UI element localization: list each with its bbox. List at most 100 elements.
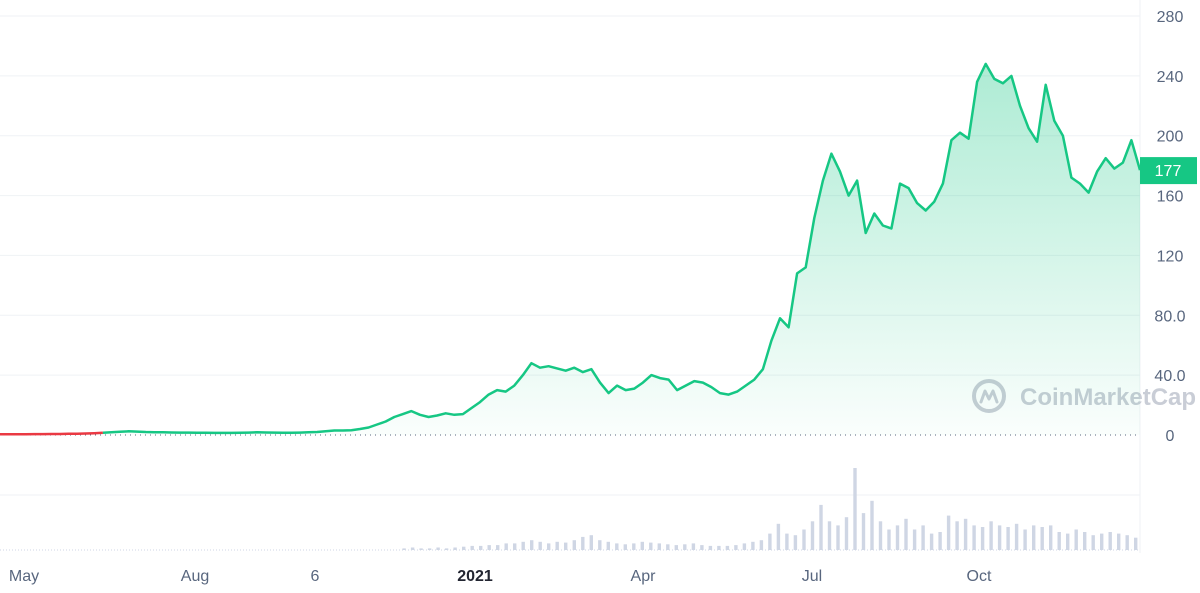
x-tick-label: May (9, 568, 39, 585)
price-line-down-segment (0, 431, 103, 436)
price-area (0, 63, 1140, 436)
volume-bar (581, 536, 585, 550)
volume-bar (606, 541, 610, 550)
volume-bar (989, 521, 993, 550)
x-tick-label: 6 (311, 568, 320, 585)
volume-bar (487, 545, 491, 550)
price-area-fill (0, 63, 1140, 436)
y-tick-label: 80.0 (1154, 308, 1185, 325)
volume-bar (895, 525, 900, 550)
volume-bar (436, 547, 440, 550)
volume-bar (938, 532, 942, 550)
volume-bar (904, 518, 908, 550)
volume-bar (1014, 523, 1019, 550)
volume-bar (980, 527, 985, 550)
volume-bar (1032, 525, 1036, 550)
price-line (0, 62, 1142, 436)
volume-bar (853, 468, 857, 550)
volume-bar (547, 543, 551, 550)
x-tick-label: Aug (181, 568, 209, 585)
volume-bar (759, 540, 764, 550)
volume-bar (598, 540, 602, 550)
volume-bar (419, 548, 423, 550)
volume-bar (504, 543, 508, 550)
volume-bar (1049, 525, 1053, 550)
volume-bar (776, 523, 781, 550)
volume-bar (827, 521, 832, 550)
y-tick-label: 160 (1157, 189, 1184, 206)
current-price-badge-bg (1140, 157, 1197, 185)
volume-bar (955, 521, 959, 550)
x-tick-label: 2021 (457, 568, 493, 585)
volume-bar (1091, 535, 1095, 550)
volume-bar (657, 543, 661, 550)
volume-bar (674, 545, 678, 550)
volume-bar (632, 543, 636, 550)
volume-bar (870, 500, 874, 550)
volume-bar (683, 544, 687, 550)
volume-bar (1117, 533, 1121, 550)
volume-bar (861, 513, 866, 550)
x-axis: May Aug 6 2021 Apr Jul Oct (9, 568, 992, 585)
volume-bar (929, 533, 934, 550)
volume-bar (1125, 535, 1129, 550)
volume-bar (538, 541, 542, 550)
volume-bar (1006, 527, 1010, 550)
volume-bar (946, 515, 951, 550)
volume-bar (810, 521, 815, 550)
volume-bar (564, 542, 568, 550)
volume-bar (1100, 533, 1104, 550)
volume-bar (444, 548, 449, 550)
volume-bar (615, 543, 619, 550)
volume-bar (1040, 527, 1044, 550)
volume-bar (521, 541, 525, 550)
volume-bar (725, 545, 730, 550)
volume-bar (1074, 529, 1078, 550)
volume-bar (1108, 532, 1112, 550)
volume-bar (555, 541, 559, 550)
volume-bar (402, 548, 406, 550)
y-tick-label: 200 (1157, 129, 1184, 146)
volume-bar (666, 544, 670, 550)
volume-bar (410, 547, 415, 550)
y-tick-label: 0 (1166, 428, 1175, 445)
volume-bar (819, 504, 823, 550)
volume-bar (802, 529, 806, 550)
volume-bar (530, 540, 534, 550)
volume-bar (427, 548, 432, 550)
volume-bar (921, 525, 925, 550)
volume-bar (479, 545, 483, 550)
volume-bar (717, 545, 721, 550)
volume-bar (734, 545, 738, 550)
price-line-up-segment (102, 62, 1142, 435)
volume-bar (1134, 537, 1138, 550)
grid (0, 0, 1141, 553)
volume-bar (768, 533, 772, 550)
volume-bar (453, 547, 457, 550)
volume-bar (589, 535, 593, 550)
volume-bar (513, 543, 517, 550)
volume-bar (623, 544, 627, 550)
volume-bar (700, 545, 704, 550)
current-price-badge: 177 (1140, 157, 1197, 185)
current-price-label: 177 (1155, 163, 1182, 180)
volume-bar (1066, 533, 1070, 550)
y-tick-label: 240 (1157, 69, 1184, 86)
volume-bar (836, 525, 840, 550)
volume-bar (640, 541, 644, 550)
x-tick-label: Jul (802, 568, 822, 585)
y-tick-label: 120 (1157, 248, 1184, 265)
volume-bar (496, 545, 500, 550)
volume-bar (878, 521, 883, 550)
volume-bar (1023, 529, 1027, 550)
x-tick-label: Oct (967, 568, 992, 585)
x-tick-label: Apr (631, 568, 657, 585)
volume-bar (751, 541, 755, 550)
volume-bar (470, 545, 474, 550)
volume-bar (963, 518, 968, 550)
volume-bar (887, 529, 891, 550)
volume-bar (708, 545, 713, 550)
volume-bar (649, 542, 653, 550)
